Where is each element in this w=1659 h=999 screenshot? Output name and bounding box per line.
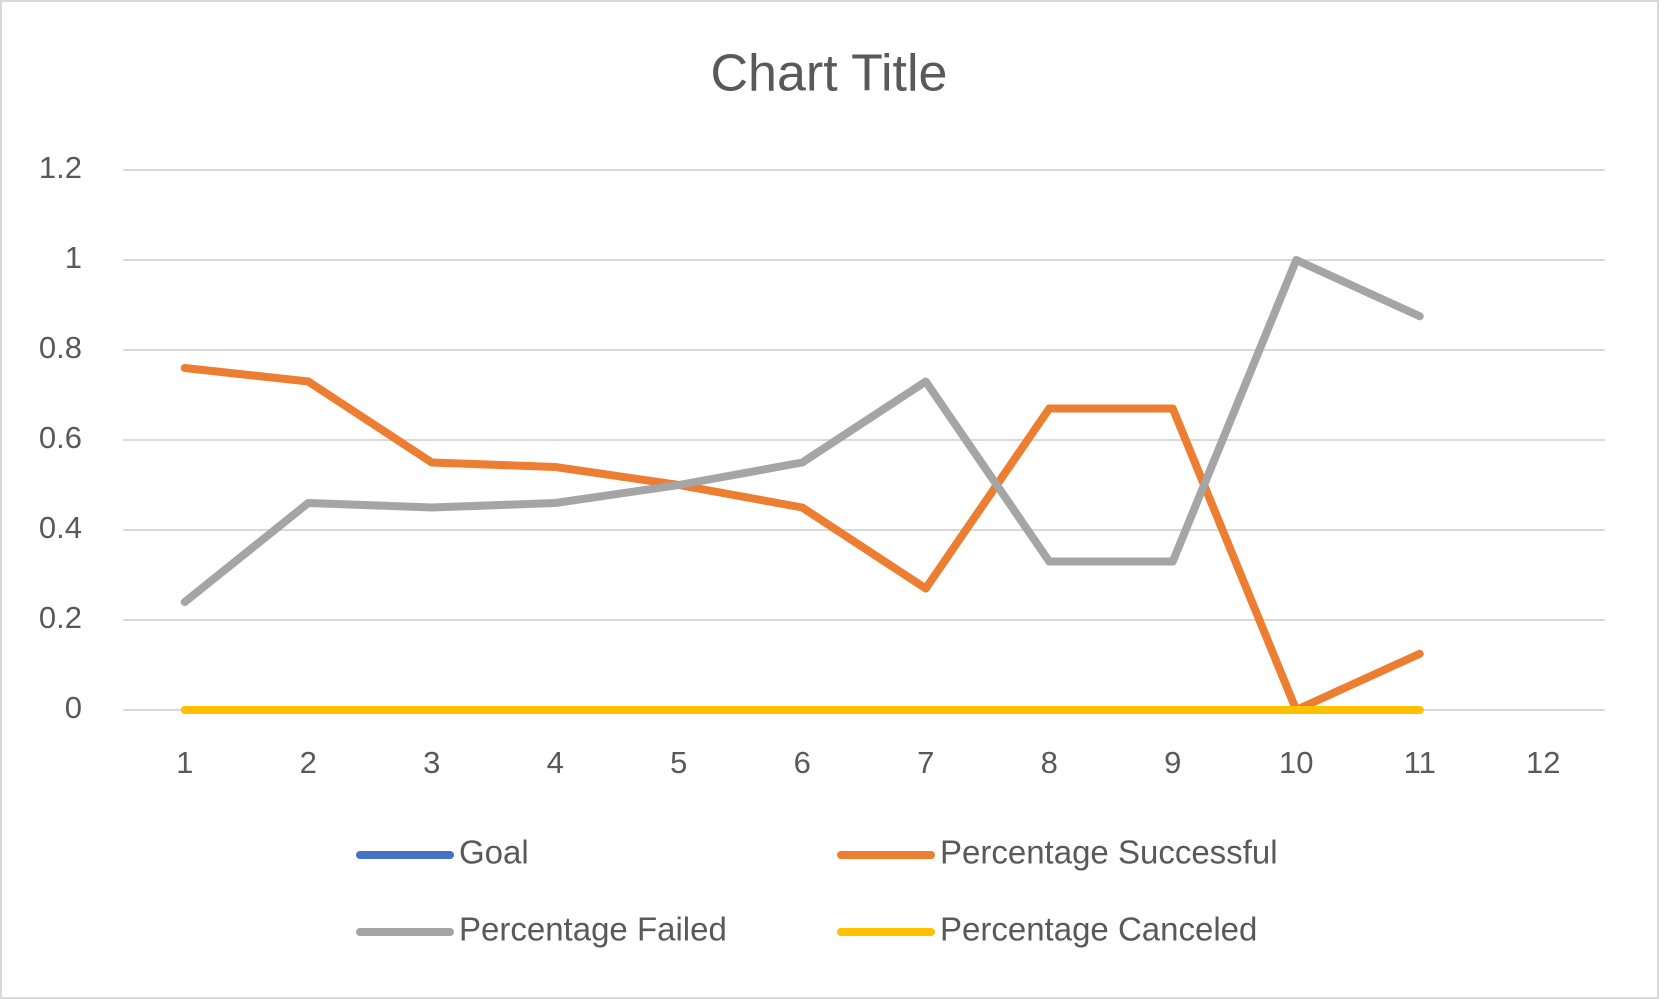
series-line bbox=[180, 364, 1424, 714]
x-tick-label: 11 bbox=[1404, 745, 1436, 780]
x-tick-label: 8 bbox=[1041, 745, 1058, 780]
x-tick-label: 2 bbox=[300, 745, 317, 780]
legend-label: Percentage Canceled bbox=[940, 911, 1257, 948]
y-tick-label: 0.4 bbox=[39, 510, 82, 545]
legend-label: Percentage Failed bbox=[459, 911, 727, 948]
x-tick-label: 12 bbox=[1526, 745, 1560, 780]
x-tick-label: 7 bbox=[917, 745, 934, 780]
y-tick-label: 0 bbox=[65, 690, 82, 725]
x-tick-label: 10 bbox=[1279, 745, 1313, 780]
x-tick-label: 4 bbox=[547, 745, 564, 780]
y-tick-label: 0.8 bbox=[39, 330, 82, 365]
x-tick-label: 1 bbox=[176, 745, 193, 780]
y-tick-label: 1 bbox=[65, 240, 82, 275]
x-tick-label: 6 bbox=[794, 745, 811, 780]
chart-title: Chart Title bbox=[711, 45, 948, 103]
y-tick-label: 0.2 bbox=[39, 600, 82, 635]
y-tick-label: 1.2 bbox=[39, 150, 82, 185]
legend-label: Goal bbox=[459, 834, 529, 871]
legend-label: Percentage Successful bbox=[940, 834, 1278, 871]
series-line bbox=[180, 256, 1424, 606]
x-tick-label: 3 bbox=[423, 745, 440, 780]
y-tick-label: 0.6 bbox=[39, 420, 82, 455]
x-tick-label: 9 bbox=[1164, 745, 1181, 780]
x-tick-label: 5 bbox=[670, 745, 687, 780]
